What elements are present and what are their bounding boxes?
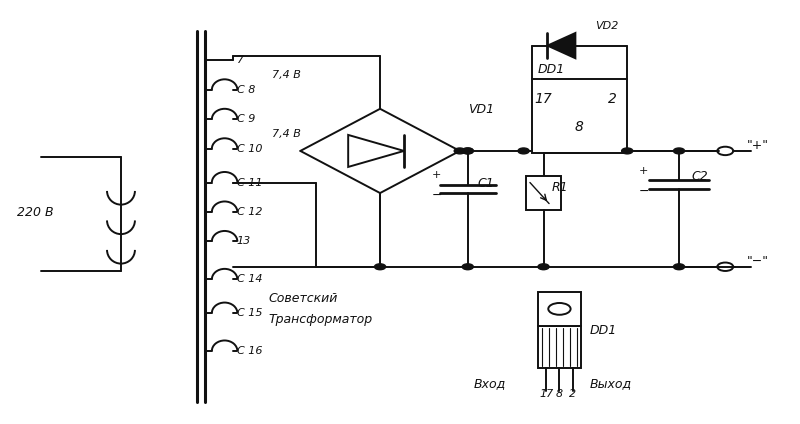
Text: DD1: DD1 (538, 63, 565, 76)
Circle shape (462, 148, 474, 154)
Bar (526, 176, 561, 210)
Circle shape (518, 148, 529, 154)
Circle shape (622, 148, 633, 154)
Text: DD1: DD1 (590, 324, 617, 337)
Bar (538, 292, 582, 326)
Circle shape (374, 264, 386, 270)
Text: Вход: Вход (474, 377, 506, 390)
Polygon shape (547, 33, 575, 58)
Text: 13: 13 (237, 237, 251, 246)
Text: +: + (432, 170, 442, 180)
Text: Трансформатор: Трансформатор (269, 313, 373, 326)
Circle shape (462, 264, 474, 270)
Text: VD1: VD1 (468, 103, 494, 116)
Text: 7,4 B: 7,4 B (273, 70, 302, 80)
Text: 220 B: 220 B (18, 206, 54, 218)
Bar (531, 79, 627, 153)
Text: 17: 17 (539, 389, 554, 399)
Text: C1: C1 (478, 177, 494, 190)
Text: 7: 7 (237, 56, 244, 65)
Text: Советский: Советский (269, 292, 338, 305)
Text: +: + (639, 166, 649, 176)
Text: 17: 17 (534, 92, 552, 106)
Text: C 15: C 15 (237, 308, 262, 318)
Text: 8: 8 (575, 120, 584, 134)
Circle shape (538, 264, 549, 270)
Text: C 10: C 10 (237, 144, 262, 154)
Text: 8: 8 (556, 389, 563, 399)
Text: 2: 2 (569, 389, 576, 399)
Text: −: − (432, 190, 442, 202)
Text: C2: C2 (691, 170, 708, 184)
Text: C 14: C 14 (237, 274, 262, 285)
Text: "+": "+" (746, 139, 769, 152)
Text: 2: 2 (609, 92, 618, 106)
Circle shape (674, 264, 685, 270)
Bar (538, 326, 582, 368)
Circle shape (674, 148, 685, 154)
Text: C 9: C 9 (237, 114, 255, 124)
Text: "−": "−" (746, 255, 769, 268)
Text: C 12: C 12 (237, 207, 262, 217)
Text: 7,4 B: 7,4 B (273, 129, 302, 139)
Text: Выход: Выход (590, 377, 631, 390)
Text: −: − (639, 185, 650, 198)
Text: C 8: C 8 (237, 85, 255, 95)
Text: C 11: C 11 (237, 178, 262, 187)
Text: C 16: C 16 (237, 346, 262, 356)
Text: R1: R1 (551, 181, 568, 194)
Text: VD2: VD2 (595, 21, 618, 31)
Circle shape (462, 148, 474, 154)
Circle shape (454, 148, 466, 154)
